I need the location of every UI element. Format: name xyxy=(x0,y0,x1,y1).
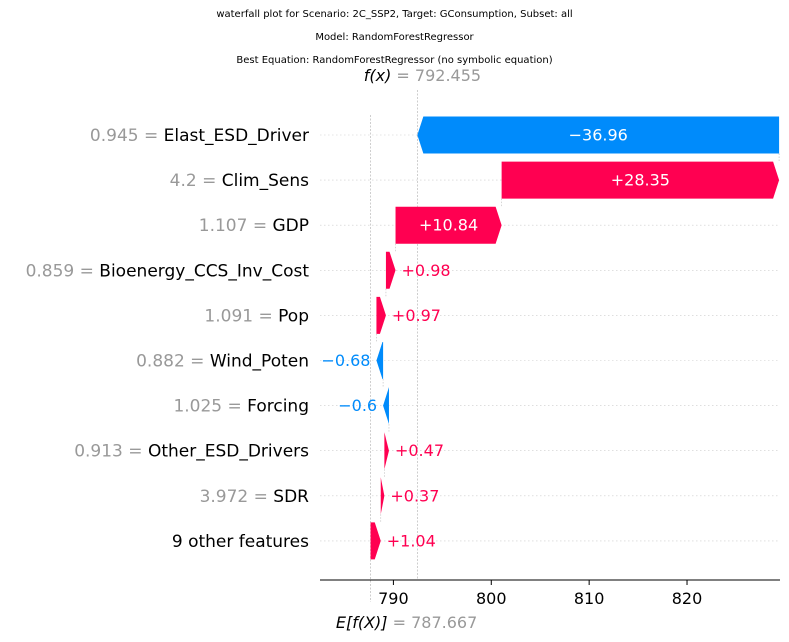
negative-contribution-bar xyxy=(376,342,384,379)
contribution-label: −0.68 xyxy=(321,351,370,370)
feature-value: 3.972 = xyxy=(200,487,274,507)
x-axis-tick-label: 790 xyxy=(378,589,409,608)
feature-name: SDR xyxy=(273,487,309,507)
feature-value: 1.025 = xyxy=(173,397,247,417)
contribution-label: +10.84 xyxy=(419,216,478,235)
chart-title: waterfall plot for Scenario: 2C_SSP2, Ta… xyxy=(216,9,573,20)
contribution-label: +0.37 xyxy=(390,486,439,505)
feature-name: Other_ESD_Drivers xyxy=(148,442,309,462)
feature-label: 0.913 = Other_ESD_Drivers xyxy=(74,442,309,462)
x-axis-tick-label: 800 xyxy=(476,589,507,608)
positive-contribution-bar xyxy=(385,251,396,289)
fx-label: f(x) = 792.455 xyxy=(364,66,481,85)
positive-contribution-bar xyxy=(376,296,386,334)
chart-subtitle-equation: Best Equation: RandomForestRegressor (no… xyxy=(236,55,553,66)
positive-contribution-bar xyxy=(395,206,502,244)
contribution-label: +0.47 xyxy=(395,441,444,460)
contribution-label: +1.04 xyxy=(387,531,436,550)
feature-label: 0.882 = Wind_Poten xyxy=(136,352,309,372)
feature-label: 1.091 = Pop xyxy=(204,306,309,326)
feature-value: 0.859 = xyxy=(26,261,100,281)
feature-value: 1.107 = xyxy=(199,216,273,236)
feature-value: 0.945 = xyxy=(90,126,164,146)
feature-value: 0.882 = xyxy=(136,352,210,372)
x-axis-tick-label: 810 xyxy=(574,589,605,608)
fx-symbol: f(x) xyxy=(364,66,392,85)
feature-label: 4.2 = Clim_Sens xyxy=(170,171,309,191)
feature-name: Wind_Poten xyxy=(210,352,309,372)
feature-name: Pop xyxy=(278,306,309,326)
feature-name: Bioenergy_CCS_Inv_Cost xyxy=(99,261,309,281)
feature-value: 1.091 = xyxy=(204,306,278,326)
contribution-label: −0.6 xyxy=(338,396,377,415)
positive-contribution-bar xyxy=(384,432,389,470)
positive-contribution-bar xyxy=(370,522,381,560)
fx-value: = 792.455 xyxy=(391,66,481,85)
contribution-label: +0.98 xyxy=(402,261,451,280)
positive-contribution-bar xyxy=(380,477,385,515)
feature-name: 9 other features xyxy=(172,532,309,552)
base-value-label: E[f(X)] = 787.667 xyxy=(336,613,477,632)
feature-value: 4.2 = xyxy=(170,171,222,191)
base-symbol: E[f(X)] xyxy=(336,613,388,632)
x-axis-tick-label: 820 xyxy=(672,589,703,608)
feature-name: Clim_Sens xyxy=(222,171,309,191)
feature-label: 1.107 = GDP xyxy=(199,216,309,236)
contribution-label: −36.96 xyxy=(569,126,628,145)
chart-subtitle-model: Model: RandomForestRegressor xyxy=(315,32,474,43)
feature-label: 0.945 = Elast_ESD_Driver xyxy=(90,126,309,146)
base-value: = 787.667 xyxy=(388,613,478,632)
feature-label: 3.972 = SDR xyxy=(200,487,310,507)
feature-label: 9 other features xyxy=(172,532,309,552)
positive-contribution-bar xyxy=(501,161,780,199)
feature-label: 1.025 = Forcing xyxy=(173,397,309,417)
feature-label: 0.859 = Bioenergy_CCS_Inv_Cost xyxy=(26,261,310,281)
feature-name: GDP xyxy=(272,216,309,236)
contribution-label: +0.97 xyxy=(392,306,441,325)
negative-contribution-bar xyxy=(383,387,389,425)
feature-name: Elast_ESD_Driver xyxy=(164,126,309,146)
contribution-label: +28.35 xyxy=(611,171,670,190)
negative-contribution-bar xyxy=(417,116,780,154)
feature-name: Forcing xyxy=(247,397,309,417)
feature-value: 0.913 = xyxy=(74,442,148,462)
